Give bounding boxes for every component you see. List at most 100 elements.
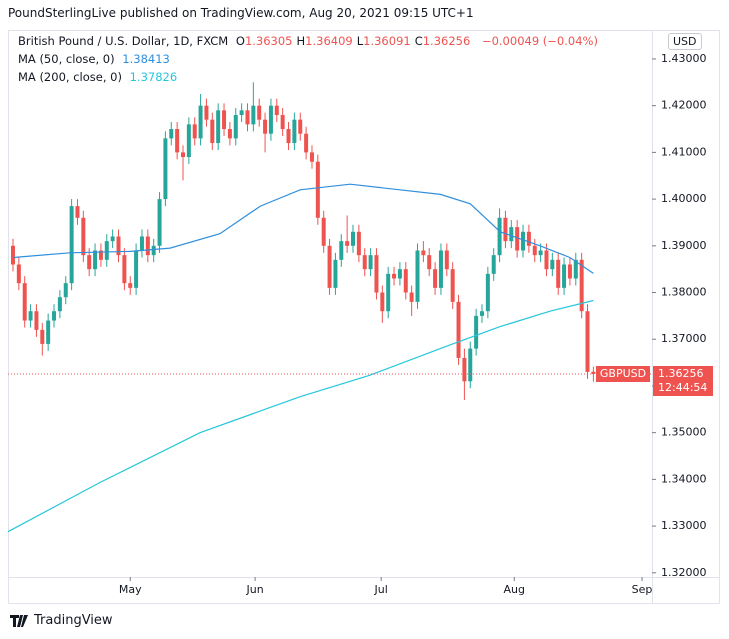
candle-body <box>503 217 508 242</box>
ma-name: MA (50, close, 0) <box>18 52 115 66</box>
ma-value: 1.37826 <box>129 70 178 84</box>
y-tick-label: 1.35000 <box>661 426 707 439</box>
candle-body <box>567 264 572 279</box>
candle-body <box>98 250 103 260</box>
candle-body <box>421 250 426 256</box>
candle-body <box>427 255 432 270</box>
candle-body <box>204 105 209 120</box>
ma50-legend: MA (50, close, 0) 1.38413 <box>18 52 174 66</box>
candle-body <box>34 311 39 330</box>
ohlc-value: 1.36305 <box>244 34 293 48</box>
candle-body <box>227 129 232 139</box>
y-tick-label: 1.32000 <box>661 566 707 579</box>
candle-body <box>239 110 244 116</box>
ohlc-key: O <box>235 34 245 48</box>
candle-body <box>491 255 496 274</box>
candle-body <box>93 250 98 270</box>
tv-logo <box>10 615 28 627</box>
ma-name: MA (200, close, 0) <box>18 70 122 84</box>
ohlc-key: C <box>414 34 423 48</box>
candle-body <box>351 231 356 246</box>
candle-body <box>104 241 109 260</box>
candle-body <box>409 292 414 302</box>
x-tick-label: Sep <box>632 583 653 596</box>
candle-body <box>233 115 238 139</box>
candle-body <box>485 273 490 312</box>
currency-button[interactable]: USD <box>668 33 702 50</box>
y-tick-label: 1.33000 <box>661 519 707 532</box>
candle-body <box>556 259 561 288</box>
ma200-legend: MA (200, close, 0) 1.37826 <box>18 70 181 84</box>
x-tick-label: Jun <box>246 583 264 596</box>
footer-brand: TradingView <box>34 613 113 628</box>
candle-body <box>163 138 168 200</box>
y-tick-label: 1.37000 <box>661 332 707 345</box>
candle-body <box>75 206 80 218</box>
candle-body <box>462 357 467 382</box>
candle-body <box>573 259 578 279</box>
candle-body <box>515 227 520 251</box>
ma-line <box>7 299 594 533</box>
candle-body <box>22 283 27 321</box>
candle-body <box>169 129 174 139</box>
candle-body <box>52 311 57 321</box>
candle-body <box>474 315 479 349</box>
candle-body <box>538 250 543 256</box>
frame <box>8 30 720 604</box>
candle-body <box>380 292 385 312</box>
y-tick-label: 1.40000 <box>661 192 707 205</box>
candle-body <box>585 311 590 372</box>
candle-body <box>386 273 391 312</box>
candle-body <box>16 264 21 284</box>
ohlc-value: 1.36409 <box>305 34 353 48</box>
ma-line <box>12 183 594 274</box>
x-tick-label: Aug <box>503 583 524 596</box>
ohlc-legend: British Pound / U.S. Dollar, 1D, FXCM O1… <box>18 34 602 48</box>
candle-body <box>268 105 273 134</box>
candle-body <box>175 129 180 153</box>
candle-body <box>544 250 549 270</box>
candle-body <box>521 231 526 251</box>
y-tick-label: 1.34000 <box>661 472 707 485</box>
candle-body <box>433 269 438 288</box>
candle-body <box>415 250 420 302</box>
candle-body <box>345 241 350 246</box>
symbol: British Pound / U.S. Dollar, 1D, FXCM <box>18 34 229 48</box>
candle-body <box>274 105 279 116</box>
candle-body <box>315 161 320 218</box>
ma-value: 1.38413 <box>122 52 170 66</box>
candle-body <box>28 311 33 321</box>
candle-body <box>122 255 127 284</box>
candle-body <box>139 236 144 251</box>
candle-body <box>40 329 45 344</box>
candle-body <box>450 269 455 302</box>
candle-body <box>579 259 584 312</box>
ohlc-key: L <box>356 34 364 48</box>
price-label: 1.36256 <box>658 367 704 380</box>
candle-body <box>526 231 531 246</box>
candle-body <box>292 119 297 144</box>
publish-line: PoundSterlingLive published on TradingVi… <box>8 6 474 20</box>
candle-body <box>392 273 397 279</box>
candle-body <box>298 119 303 134</box>
candle-body <box>280 115 285 130</box>
ohlc-value: 1.36091 <box>363 34 411 48</box>
candle-body <box>210 119 215 144</box>
x-tick-label: May <box>119 583 142 596</box>
symbol-label-bg <box>596 365 650 382</box>
candle-body <box>550 259 555 270</box>
candle-body <box>69 206 74 284</box>
candle-body <box>468 348 473 382</box>
candle-body <box>186 124 191 158</box>
candle-body <box>333 259 338 288</box>
candle-body <box>180 152 185 158</box>
candle-body <box>374 255 379 293</box>
candle-body <box>497 217 502 256</box>
candle-body <box>321 217 326 246</box>
candle-body <box>286 129 291 144</box>
candle-body <box>257 105 262 120</box>
candle-body <box>438 250 443 288</box>
candle-body <box>157 199 162 246</box>
candle-body <box>63 283 68 298</box>
